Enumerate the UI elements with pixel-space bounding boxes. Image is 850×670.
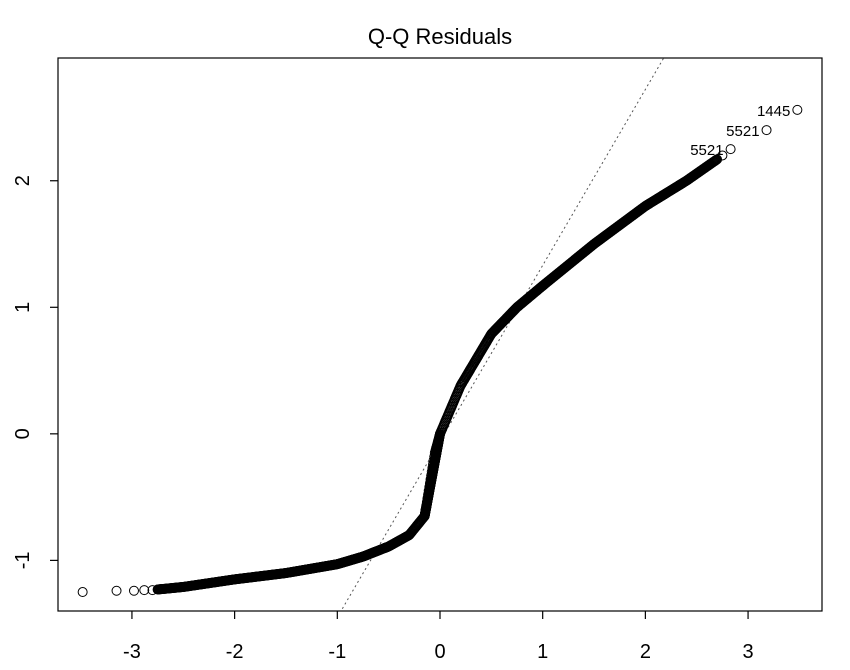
x-tick-label: 3 — [743, 641, 754, 663]
data-point — [77, 587, 88, 598]
data-point — [139, 585, 150, 596]
y-tick-label: 2 — [12, 175, 34, 186]
y-tick-label: -1 — [12, 551, 34, 569]
x-tick-label: -3 — [123, 641, 141, 663]
data-point — [111, 585, 122, 596]
data-point — [712, 154, 723, 165]
data-point — [725, 144, 736, 155]
y-tick-label: 1 — [12, 302, 34, 313]
point-label: 5521 — [726, 123, 759, 140]
data-point — [434, 429, 445, 440]
x-tick-label: -1 — [328, 641, 346, 663]
point-label: 5521 — [690, 142, 723, 159]
x-tick-label: 1 — [537, 641, 548, 663]
data-point — [147, 585, 158, 596]
data-point — [761, 125, 772, 136]
point-label: 1445 — [757, 103, 790, 120]
data-point — [717, 150, 728, 161]
chart-title: Q-Q Residuals — [368, 24, 512, 49]
data-point — [128, 585, 139, 596]
y-tick-label: 0 — [12, 428, 34, 439]
reference-line — [340, 58, 665, 611]
x-tick-label: 2 — [640, 641, 651, 663]
plot-frame — [57, 57, 823, 612]
y-axis: -1 0 1 2 — [12, 175, 58, 569]
data-point — [792, 104, 803, 115]
x-axis: -3 -2 -1 0 1 2 3 — [123, 611, 754, 663]
x-tick-label: -2 — [226, 641, 244, 663]
points-layer — [77, 104, 803, 598]
x-tick-label: 0 — [434, 641, 445, 663]
